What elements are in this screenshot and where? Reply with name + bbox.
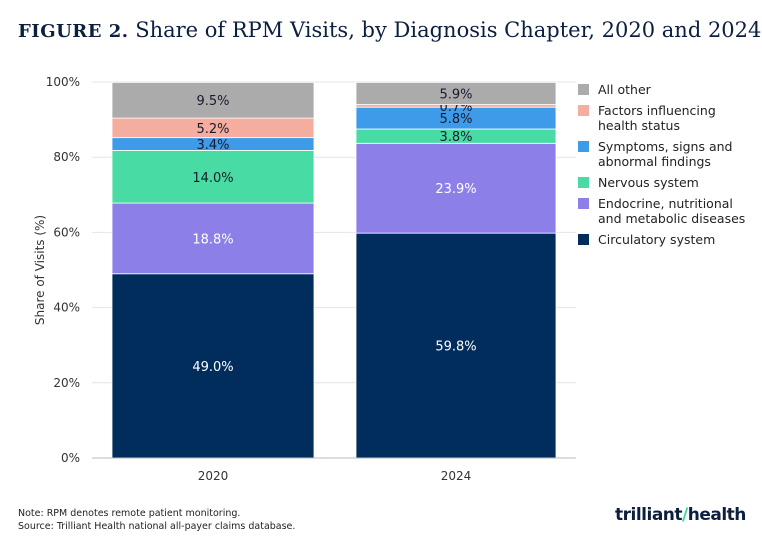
data-label: 9.5% xyxy=(196,94,229,109)
y-tick-label: 60% xyxy=(53,225,80,239)
bar-segment xyxy=(111,202,315,275)
y-tick-label: 80% xyxy=(53,150,80,164)
legend-item: Nervous system xyxy=(578,175,748,190)
y-tick-label: 100% xyxy=(46,75,80,89)
legend-swatch xyxy=(578,198,589,209)
y-tick-label: 40% xyxy=(53,301,80,315)
legend-label: All other xyxy=(598,82,651,97)
note-text: Note: RPM denotes remote patient monitor… xyxy=(18,508,241,519)
title-text: Share of RPM Visits, by Diagnosis Chapte… xyxy=(128,18,762,42)
source-text: Source: Trilliant Health national all-pa… xyxy=(18,521,296,532)
legend-item: Endocrine, nutritional and metabolic dis… xyxy=(578,196,748,226)
y-axis-label: Share of Visits (%) xyxy=(33,215,47,325)
legend-label: Circulatory system xyxy=(598,232,716,247)
legend-swatch xyxy=(578,234,589,245)
legend-item: Symptoms, signs and abnormal findings xyxy=(578,139,748,169)
bar-segment xyxy=(111,150,315,204)
footnote: Note: RPM denotes remote patient monitor… xyxy=(18,507,295,533)
y-tick-label: 0% xyxy=(61,451,80,465)
legend-item: Factors influencing health status xyxy=(578,103,748,133)
data-label: 3.8% xyxy=(439,130,472,145)
bar-segment xyxy=(355,232,557,459)
legend-swatch xyxy=(578,177,589,188)
legend-swatch xyxy=(578,84,589,95)
data-label: 14.0% xyxy=(192,171,233,186)
legend-swatch xyxy=(578,105,589,116)
x-tick-label: 2024 xyxy=(441,469,472,483)
legend-label: Endocrine, nutritional and metabolic dis… xyxy=(598,196,746,226)
data-label: 49.0% xyxy=(192,360,233,375)
data-label: 5.9% xyxy=(439,87,472,102)
legend-label: Factors influencing health status xyxy=(598,103,716,133)
chart: 0% 20% 40% 60% 80% 100% Share of Visits (%) 49.… xyxy=(33,75,576,483)
legend-label: Nervous system xyxy=(598,175,699,190)
bar-segment xyxy=(111,81,315,119)
legend-item: All other xyxy=(578,82,748,97)
legend-label: Symptoms, signs and abnormal findings xyxy=(598,139,733,169)
figure-label: FIGURE 2. xyxy=(18,21,129,42)
data-label: 23.9% xyxy=(435,182,476,197)
data-label: 3.4% xyxy=(196,138,229,153)
bar-segment xyxy=(111,273,315,459)
trilliant-health-logo: trilliant/health xyxy=(615,505,746,525)
data-label: 59.8% xyxy=(435,340,476,355)
legend: All other Factors influencing health stat… xyxy=(578,82,748,253)
legend-swatch xyxy=(578,141,589,152)
y-tick-label: 20% xyxy=(53,376,80,390)
x-tick-label: 2020 xyxy=(198,469,229,483)
bar-segment xyxy=(355,142,557,234)
bar-segment xyxy=(355,81,557,105)
data-label: 5.8% xyxy=(439,112,472,127)
data-label: 18.8% xyxy=(192,232,233,247)
legend-item: Circulatory system xyxy=(578,232,748,247)
data-label: 5.2% xyxy=(196,122,229,137)
chart-title: FIGURE 2. Share of RPM Visits, by Diagno… xyxy=(18,18,761,42)
